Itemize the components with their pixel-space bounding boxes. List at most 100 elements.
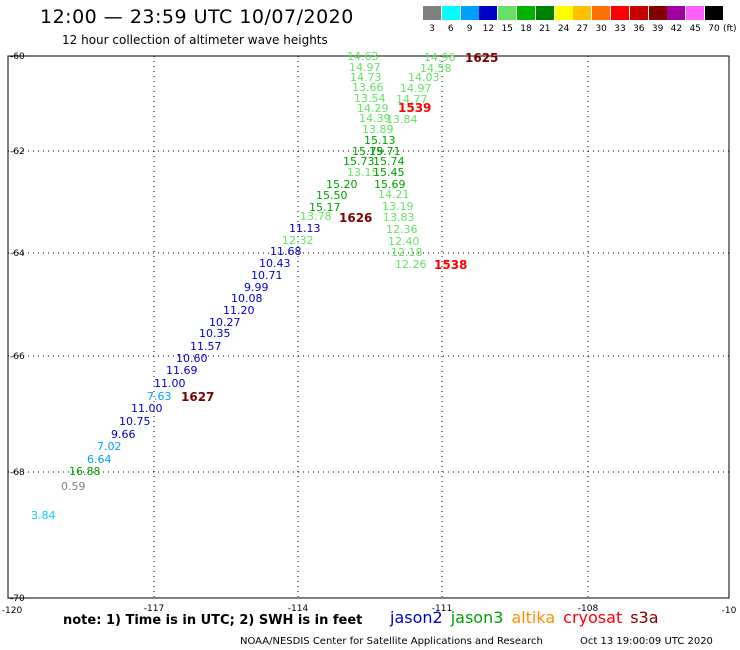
wave-height-label: 11.57 bbox=[190, 340, 222, 353]
wave-height-label: 10.35 bbox=[199, 327, 231, 340]
longitude-tick-label: -117 bbox=[144, 604, 164, 614]
wave-height-label: 14.21 bbox=[378, 188, 410, 201]
wave-height-label: 13.54 bbox=[354, 92, 386, 105]
wave-height-label: 10.27 bbox=[209, 316, 241, 329]
wave-height-label: 13.78 bbox=[300, 210, 332, 223]
track-time-label: 1627 bbox=[181, 390, 214, 404]
longitude-tick-label: -10 bbox=[722, 606, 737, 616]
wave-height-label: 11.00 bbox=[131, 402, 163, 415]
wave-height-label: 3.84 bbox=[31, 509, 56, 522]
legend-swatch bbox=[554, 6, 574, 20]
longitude-labels: -120 -117 -114 -111 -108 -10 bbox=[2, 604, 737, 616]
legend-swatch bbox=[460, 6, 480, 20]
wave-height-label: 15.74 bbox=[373, 155, 405, 168]
legend-swatch bbox=[705, 6, 724, 20]
wave-height-label: 9.66 bbox=[111, 428, 136, 441]
legend-swatch bbox=[441, 6, 461, 20]
satellite-name: altika bbox=[511, 608, 556, 627]
wave-height-label: 14.96 bbox=[424, 51, 456, 64]
wave-height-label: 15.17 bbox=[309, 201, 341, 214]
track-time-label: 1539 bbox=[398, 101, 431, 115]
longitude-tick-label: -120 bbox=[2, 606, 23, 616]
track-time-label: 1626 bbox=[339, 211, 372, 225]
legend-label: 27 bbox=[576, 24, 589, 34]
wave-height-label: 13.19 bbox=[382, 200, 414, 213]
legend-label: 12 bbox=[482, 24, 495, 34]
legend-swatch bbox=[592, 6, 612, 20]
wave-height-label: 11.13 bbox=[289, 222, 321, 235]
legend-swatch bbox=[498, 6, 518, 20]
wave-height-label: 12.18 bbox=[391, 246, 423, 259]
wave-height-label: 14.77 bbox=[396, 93, 428, 106]
satellite-name: s3a bbox=[630, 608, 659, 627]
wave-height-label: 15.45 bbox=[373, 166, 405, 179]
wave-height-label: 10.71 bbox=[251, 269, 283, 282]
legend-swatch bbox=[686, 6, 706, 20]
wave-height-label: 12.40 bbox=[388, 235, 420, 248]
legend-label: 70 bbox=[708, 24, 720, 34]
map-subtitle: 12 hour collection of altimeter wave hei… bbox=[62, 33, 328, 47]
wave-height-label: 9.99 bbox=[244, 281, 269, 294]
wave-height-label: 14.58 bbox=[420, 62, 452, 75]
wave-height-label: 12.26 bbox=[395, 258, 427, 271]
legend-swatch bbox=[573, 6, 593, 20]
wave-height-label: 14.97 bbox=[400, 82, 432, 95]
wave-height-label: 13.15 bbox=[347, 166, 379, 179]
map-border bbox=[7, 55, 730, 599]
legend-swatch bbox=[629, 6, 649, 20]
legend-swatch bbox=[423, 6, 442, 20]
satellite-legend: jason2 jason3 altika cryosat s3a bbox=[390, 608, 667, 627]
wave-height-label: 11.20 bbox=[223, 304, 255, 317]
legend-label: 6 bbox=[447, 24, 454, 34]
wave-height-label: 15.69 bbox=[374, 178, 406, 191]
wave-height-label: 15.79 bbox=[352, 145, 384, 158]
longitude-tick-label: -111 bbox=[432, 604, 452, 614]
wave-height-label: 13.84 bbox=[386, 113, 418, 126]
map-title: 12:00 — 23:59 UTC 10/07/2020 bbox=[40, 6, 354, 28]
wave-height-label: 15.71 bbox=[369, 145, 401, 158]
wave-height-label: 15.20 bbox=[326, 178, 358, 191]
wave-height-label: 13.66 bbox=[352, 81, 384, 94]
wave-height-label: 7.02 bbox=[97, 440, 122, 453]
latitude-tick-label: -62 bbox=[10, 147, 25, 157]
track-time-label: 1625 bbox=[465, 51, 498, 65]
wave-height-label: 16.88 bbox=[69, 465, 101, 478]
legend-swatch bbox=[535, 6, 555, 20]
wave-height-label: 10.75 bbox=[119, 415, 151, 428]
wave-height-label: 13.89 bbox=[362, 123, 394, 136]
wave-height-label: 15.50 bbox=[316, 189, 348, 202]
legend-label: 15 bbox=[501, 24, 513, 34]
legend-label: 33 bbox=[614, 24, 626, 34]
wave-height-label: 14.63 bbox=[347, 50, 379, 63]
wave-height-label: 12.32 bbox=[282, 234, 314, 247]
wave-height-label: 7.63 bbox=[147, 390, 172, 403]
latitude-tick-label: -70 bbox=[10, 594, 25, 604]
wave-height-label: 10.60 bbox=[176, 352, 208, 365]
legend-label: 36 bbox=[633, 24, 645, 34]
lat-lon-grid bbox=[8, 56, 729, 598]
wave-height-label: 15.73 bbox=[343, 155, 375, 168]
satellite-name: jason2 bbox=[390, 608, 443, 627]
credit-line: NOAA/NESDIS Center for Satellite Applica… bbox=[240, 636, 543, 647]
wave-height-label: 15.13 bbox=[364, 134, 396, 147]
legend-label: 30 bbox=[595, 24, 607, 34]
credit-timestamp: Oct 13 19:00:09 UTC 2020 bbox=[580, 636, 713, 647]
legend-label: 3 bbox=[429, 24, 435, 34]
track-time-label: 1538 bbox=[434, 258, 467, 272]
wave-height-label: 6.64 bbox=[87, 453, 112, 466]
latitude-tick-label: -66 bbox=[10, 352, 25, 362]
latitude-tick-label: -64 bbox=[10, 249, 25, 259]
wave-height-observations: 14.6314.9714.7313.6613.5414.2914.3913.89… bbox=[31, 50, 456, 522]
legend-swatch bbox=[517, 6, 536, 20]
wave-height-label: 11.00 bbox=[154, 377, 186, 390]
legend-label: 9 bbox=[466, 24, 473, 34]
legend-label: 42 bbox=[670, 24, 683, 34]
wave-height-label: 14.73 bbox=[350, 71, 382, 84]
legend-label: 45 bbox=[689, 24, 701, 34]
wave-height-label: 14.39 bbox=[359, 112, 391, 125]
longitude-tick-label: -108 bbox=[578, 604, 599, 614]
map-frame bbox=[7, 55, 730, 599]
legend-swatch bbox=[648, 6, 668, 20]
wave-height-label: 14.03 bbox=[408, 71, 440, 84]
